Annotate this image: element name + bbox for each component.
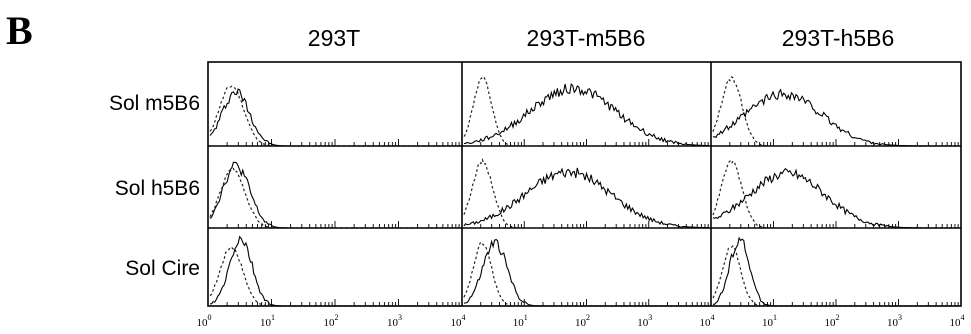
control-histogram-curve	[464, 77, 709, 146]
control-histogram-curve	[210, 247, 460, 306]
x-tick-label: 104	[451, 313, 466, 329]
histogram-grid-frame	[208, 62, 961, 306]
column-titles: 293T 293T-m5B6 293T-h5B6	[308, 25, 894, 51]
x-tick-label: 100	[197, 313, 212, 329]
histogram-panels	[210, 77, 959, 306]
sample-histogram-curve	[464, 168, 709, 228]
control-histogram-curve	[713, 77, 959, 146]
column-title-293T-m5B6: 293T-m5B6	[527, 25, 646, 51]
sample-histogram-curve	[210, 162, 460, 228]
row-labels: Sol m5B6 Sol h5B6 Sol Cire	[109, 92, 200, 280]
column-title-293T: 293T	[308, 25, 360, 51]
x-tick-label: 104	[950, 313, 965, 329]
column-title-293T-h5B6: 293T-h5B6	[782, 25, 895, 51]
x-tick-label: 101	[513, 313, 528, 329]
x-tick-label: 103	[387, 313, 402, 329]
grid-outer-border	[208, 62, 961, 306]
control-histogram-curve	[210, 169, 460, 229]
sample-histogram-curve	[210, 237, 460, 306]
x-tick-label: 102	[825, 313, 840, 329]
row-label-sol-m5B6: Sol m5B6	[109, 92, 200, 115]
control-histogram-curve	[210, 86, 460, 146]
x-axis-ticks: 100 101 102 103 104 101 102 103 104 101 102 103 104	[197, 139, 965, 329]
sample-histogram-curve	[713, 90, 959, 146]
x-tick-label: 102	[575, 313, 590, 329]
x-tick-label: 103	[887, 313, 902, 329]
x-tick-label: 104	[700, 313, 715, 329]
row-label-sol-h5B6: Sol h5B6	[115, 177, 200, 200]
row-label-sol-cire: Sol Cire	[125, 257, 200, 280]
sample-histogram-curve	[713, 238, 959, 306]
x-tick-label: 103	[637, 313, 652, 329]
x-tick-label: 102	[324, 313, 339, 329]
x-tick-label: 101	[260, 313, 275, 329]
control-histogram-curve	[464, 160, 709, 228]
control-histogram-curve	[713, 246, 959, 306]
control-histogram-curve	[464, 242, 709, 306]
sample-histogram-curve	[210, 89, 460, 146]
panel-letter: B	[6, 8, 33, 53]
sample-histogram-curve	[713, 169, 959, 228]
x-tick-label: 101	[762, 313, 777, 329]
